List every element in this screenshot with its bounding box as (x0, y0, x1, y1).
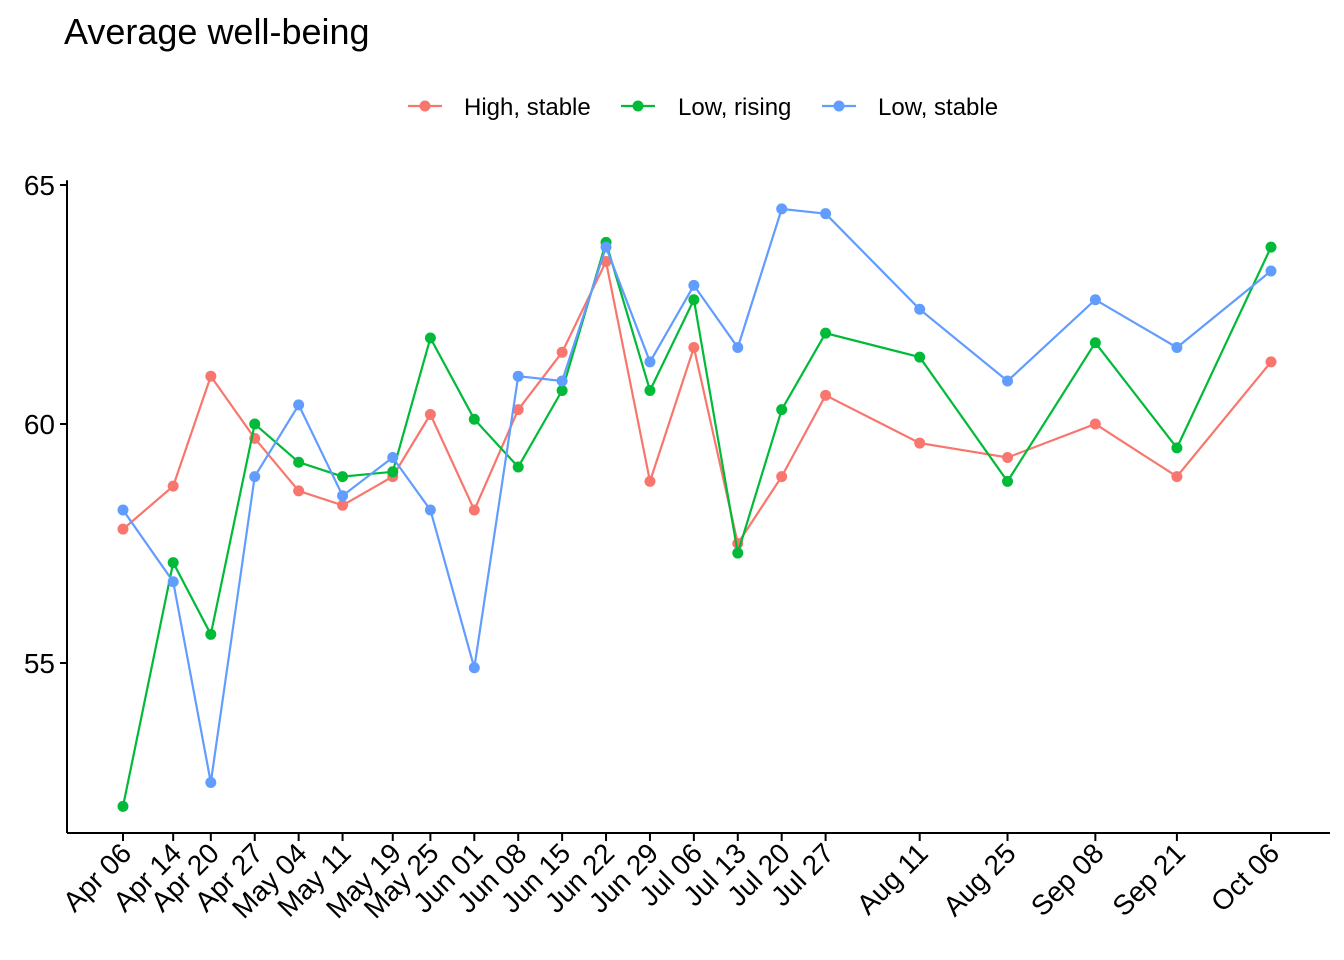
series-low-stable (117, 203, 1277, 788)
data-point (1089, 294, 1101, 306)
data-point (600, 241, 612, 253)
legend-key-point (632, 100, 644, 112)
data-point (556, 375, 568, 387)
chart-title: Average well-being (64, 11, 370, 52)
data-point (512, 370, 524, 382)
x-tick-label: Aug 25 (937, 837, 1022, 922)
data-point (1265, 241, 1277, 253)
data-point (337, 499, 349, 511)
data-point (293, 456, 305, 468)
data-point (424, 504, 436, 516)
data-point (1265, 356, 1277, 368)
data-point (732, 342, 744, 354)
data-point (167, 480, 179, 492)
data-point (468, 413, 480, 425)
data-point (1171, 342, 1183, 354)
data-point (249, 471, 261, 483)
data-point (1171, 442, 1183, 454)
data-point (1089, 337, 1101, 349)
y-tick-label: 60 (24, 409, 55, 440)
data-point (205, 370, 217, 382)
data-point (1002, 475, 1014, 487)
data-point (205, 628, 217, 640)
x-tick-label: Sep 21 (1106, 837, 1191, 922)
data-point (688, 294, 700, 306)
data-point (293, 399, 305, 411)
data-point (249, 418, 261, 430)
data-point (776, 404, 788, 416)
data-point (556, 346, 568, 358)
data-point (732, 547, 744, 559)
series-low-rising (117, 236, 1277, 812)
legend-label: Low, rising (678, 94, 791, 121)
data-point (1002, 375, 1014, 387)
legend-label: Low, stable (878, 94, 998, 121)
data-point (1002, 451, 1014, 463)
data-point (644, 475, 656, 487)
data-point (820, 208, 832, 220)
data-point (337, 471, 349, 483)
series-line (122, 207, 1272, 783)
data-point (820, 389, 832, 401)
data-point (512, 404, 524, 416)
data-point (468, 662, 480, 674)
data-point (820, 327, 832, 339)
data-point (293, 485, 305, 497)
legend-key-point (419, 100, 431, 112)
data-point (776, 203, 788, 215)
data-point (776, 471, 788, 483)
series-line (121, 238, 1272, 807)
y-tick-label: 65 (24, 170, 55, 201)
data-point (205, 777, 217, 788)
data-point (117, 800, 129, 812)
legend-key-point (833, 100, 845, 112)
data-point (167, 576, 179, 588)
data-point (1265, 265, 1277, 277)
legend: High, stable Low, rising Low, stable (408, 94, 998, 121)
data-point (424, 408, 436, 420)
y-tick-label: 55 (24, 648, 55, 679)
data-point (512, 461, 524, 473)
data-point (914, 437, 926, 449)
data-point (1171, 471, 1183, 483)
data-point (387, 451, 399, 463)
series-line (122, 258, 1272, 547)
data-point (337, 490, 349, 502)
data-point (167, 557, 179, 569)
data-point (424, 332, 436, 344)
data-point (117, 523, 129, 535)
data-point (644, 356, 656, 368)
x-tick-label: Sep 08 (1025, 837, 1110, 922)
data-point (387, 466, 399, 478)
data-point (914, 351, 926, 363)
x-tick-label: Aug 11 (851, 837, 934, 920)
data-point (1089, 418, 1101, 430)
data-point (688, 342, 700, 354)
legend-label: High, stable (464, 94, 591, 121)
data-point (688, 279, 700, 291)
data-point (117, 504, 129, 516)
data-point (468, 504, 480, 516)
data-point (914, 303, 926, 315)
x-tick-label: Oct 06 (1205, 837, 1285, 917)
data-point (644, 385, 656, 397)
series-layer (117, 203, 1277, 812)
data-point (556, 385, 568, 397)
